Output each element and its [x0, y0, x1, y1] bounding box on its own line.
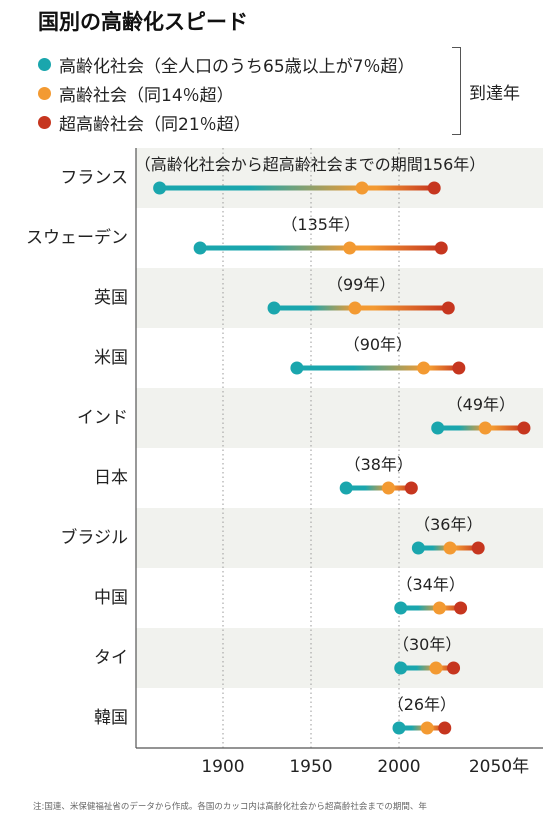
point-aging [267, 301, 281, 315]
point-aging [394, 601, 408, 615]
chart-title: 国別の高齢化スピード [38, 10, 248, 34]
country-label: インド [77, 408, 128, 428]
point-aged [478, 421, 492, 435]
point-aged [343, 241, 357, 255]
period-label: （90年） [344, 335, 412, 354]
period-label: （高齢化社会から超高齢社会までの期間156年） [135, 155, 486, 174]
point-aged [381, 481, 395, 495]
legend-bracket-label: 到達年 [469, 84, 520, 104]
point-aging [339, 481, 353, 495]
legend-bracket [452, 47, 461, 135]
point-aged [443, 541, 457, 555]
x-tick-label: 1900 [201, 757, 244, 777]
source-note: 注:国連、米保健福祉省のデータから作成。各国のカッコ内は高齢化社会から超高齢社会… [33, 802, 427, 812]
period-label: （36年） [414, 515, 482, 534]
period-label: （30年） [393, 635, 461, 654]
period-label: （135年） [281, 215, 360, 234]
x-tick-label: 1950 [289, 757, 332, 777]
point-super-aged [452, 361, 466, 375]
legend-label-aging: 高齢化社会（全人口のうち65歳以上が7％超） [59, 57, 415, 77]
point-aging [153, 181, 167, 195]
country-label: 韓国 [94, 708, 128, 728]
row-background [136, 148, 543, 208]
row-background [136, 268, 543, 328]
country-label: 英国 [94, 288, 128, 308]
point-aging [411, 541, 425, 555]
point-super-aged [404, 481, 418, 495]
country-label: タイ [94, 648, 128, 668]
point-super-aged [438, 721, 452, 735]
period-label: （34年） [396, 575, 464, 594]
point-aged [417, 361, 431, 375]
legend-dot-red-icon [38, 116, 51, 129]
x-tick-label: 2050年 [469, 757, 529, 777]
point-super-aged [427, 181, 441, 195]
point-aged [420, 721, 434, 735]
period-label: （99年） [327, 275, 395, 294]
point-super-aged [471, 541, 485, 555]
country-label: 中国 [94, 588, 128, 608]
row-background [136, 628, 543, 688]
point-super-aged [517, 421, 531, 435]
country-label: ブラジル [60, 527, 128, 548]
point-aging [193, 241, 207, 255]
country-label: 米国 [94, 348, 128, 368]
point-aging [431, 421, 445, 435]
point-super-aged [447, 661, 461, 675]
x-tick-label: 2000 [377, 757, 420, 777]
legend-dot-teal-icon [38, 58, 51, 71]
legend-label-super-aged: 超高齢社会（同21％超） [59, 115, 251, 135]
country-label: フランス [60, 168, 128, 188]
point-super-aged [441, 301, 455, 315]
point-aged [432, 601, 446, 615]
point-aging [394, 661, 408, 675]
period-label: （26年） [388, 695, 456, 714]
legend-item-aged: 高齢社会（同14％超） [38, 79, 414, 108]
period-label: （49年） [447, 395, 515, 414]
point-super-aged [454, 601, 468, 615]
legend-item-super-aged: 超高齢社会（同21％超） [38, 108, 414, 137]
legend-item-aging: 高齢化社会（全人口のうち65歳以上が7％超） [38, 50, 414, 79]
point-aged [355, 181, 369, 195]
legend: 高齢化社会（全人口のうち65歳以上が7％超） 高齢社会（同14％超） 超高齢社会… [38, 50, 414, 137]
legend-label-aged: 高齢社会（同14％超） [59, 86, 234, 106]
row-background [136, 388, 543, 448]
row-background [136, 508, 543, 568]
point-super-aged [434, 241, 448, 255]
point-aging [290, 361, 304, 375]
country-label: スウェーデン [26, 227, 128, 248]
point-aged [348, 301, 362, 315]
point-aging [392, 721, 406, 735]
legend-dot-orange-icon [38, 87, 51, 100]
dumbbell-chart: 1900 1950 2000 2050年 フランス （高齢化社会から超高齢社会までの期間1… [26, 148, 543, 777]
country-label: 日本 [94, 468, 128, 488]
point-aged [429, 661, 443, 675]
period-label: （38年） [345, 455, 413, 474]
